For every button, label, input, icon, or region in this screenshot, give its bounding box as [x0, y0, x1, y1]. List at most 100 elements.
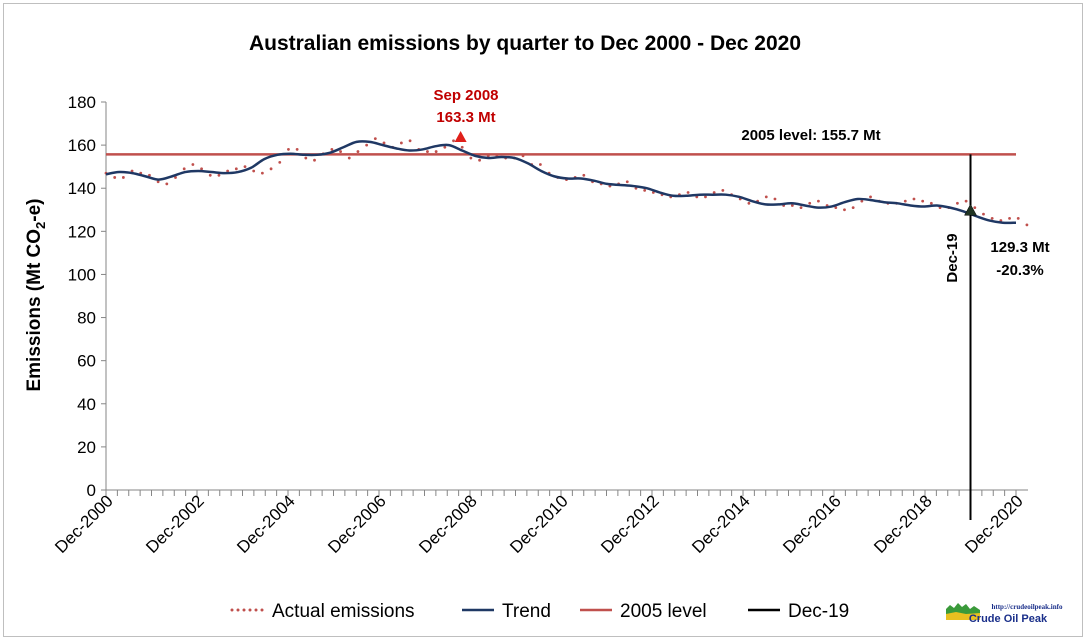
y-tick-label: 80 — [77, 309, 96, 328]
actual-emissions-point — [686, 191, 690, 194]
actual-emissions-point — [712, 191, 716, 194]
legend-swatch-dot — [230, 608, 234, 612]
legend-swatch-dot — [236, 608, 240, 612]
legend-label: Dec-19 — [788, 601, 849, 622]
actual-emissions-point — [929, 201, 933, 205]
actual-emissions-point — [582, 173, 586, 177]
legend: Actual emissions Trend 2005 level Dec-19 — [230, 601, 849, 622]
actual-emissions-point — [764, 195, 768, 199]
legend-label: 2005 level — [620, 601, 707, 622]
peak-annotation-value: 163.3 Mt — [436, 109, 495, 126]
peak-annotation-date: Sep 2008 — [433, 87, 498, 104]
y-axis-label-suffix: -e) — [24, 198, 45, 221]
legend-swatch-dot — [248, 608, 252, 612]
actual-emissions-point — [452, 139, 455, 143]
y-tick-label: 160 — [68, 136, 96, 155]
actual-emissions-point — [869, 195, 872, 199]
crude-oil-peak-logo: http://crudeoilpeak.info Crude Oil Peak — [943, 601, 1063, 625]
actual-emissions-point — [843, 208, 846, 212]
actual-emissions-point — [834, 206, 838, 210]
x-tick-label: Dec-2010 — [506, 491, 572, 557]
y-axis-label-main: Emissions (Mt CO — [24, 229, 45, 392]
actual-emissions-point — [799, 206, 803, 210]
x-tick-label: Dec-2004 — [233, 491, 299, 557]
actual-emissions-point — [252, 169, 256, 173]
actual-emissions-point — [538, 163, 542, 166]
y-axis-label-sub: 2 — [33, 222, 48, 229]
legend-swatch-dot — [242, 608, 246, 612]
actual-emissions-point — [243, 165, 247, 169]
actual-emissions-point — [313, 158, 316, 162]
actual-emissions-point — [200, 167, 203, 171]
y-tick-label: 140 — [68, 179, 96, 198]
legend-label: Trend — [502, 601, 551, 622]
x-tick-label: Dec-2012 — [597, 491, 663, 557]
actual-emissions-point — [903, 199, 907, 203]
actual-emissions-point — [182, 167, 186, 171]
actual-emissions-point — [278, 160, 282, 164]
actual-emissions-point — [156, 180, 160, 184]
actual-emissions-point — [860, 199, 864, 203]
svg-text:Emissions (Mt CO2-e): Emissions (Mt CO2-e) — [24, 198, 48, 391]
actual-emissions-point — [399, 141, 403, 145]
actual-emissions-point — [486, 154, 490, 158]
peak-marker — [454, 130, 467, 142]
actual-emissions-point — [956, 201, 959, 205]
reference-2005-label: 2005 level: 155.7 Mt — [741, 127, 880, 144]
actual-emissions-point — [1016, 217, 1020, 220]
actual-emissions-point — [330, 148, 334, 151]
chart-title: Australian emissions by quarter to Dec 2… — [249, 32, 801, 55]
actual-emissions-point — [208, 173, 212, 177]
actual-emissions-point — [234, 167, 238, 171]
series-actual-emissions — [104, 137, 1029, 227]
actual-emissions-point — [912, 197, 916, 201]
actual-emissions-point — [921, 199, 925, 203]
actual-emissions-point — [295, 148, 299, 151]
current-annotation: 129.3 Mt -20.3% — [964, 203, 1050, 279]
actual-emissions-point — [217, 173, 221, 177]
y-tick-label: 180 — [68, 93, 96, 112]
x-tick-label: Dec-2006 — [324, 491, 390, 557]
actual-emissions-point — [443, 145, 447, 149]
x-tick-label: Dec-2016 — [779, 491, 845, 557]
y-tick-labels: 0 20 40 60 80 100 120 140 160 180 — [68, 93, 96, 500]
actual-emissions-point — [260, 171, 264, 175]
actual-emissions-point — [721, 188, 725, 192]
actual-emissions-point — [1008, 217, 1011, 220]
x-tick-label: Dec-2008 — [415, 491, 481, 557]
actual-emissions-point — [704, 195, 707, 199]
actual-emissions-point — [625, 180, 629, 184]
actual-emissions-point — [426, 150, 429, 153]
chart-frame — [3, 3, 1083, 637]
x-tick-label: Dec-2002 — [142, 491, 208, 557]
actual-emissions-point — [226, 169, 230, 173]
actual-emissions-point — [773, 197, 777, 201]
y-tick-label: 40 — [77, 395, 96, 414]
actual-emissions-point — [1025, 223, 1029, 227]
actual-emissions-point — [269, 167, 273, 171]
actual-emissions-point — [808, 201, 812, 205]
series-trend — [105, 140, 1017, 225]
actual-emissions-point — [478, 158, 481, 162]
actual-emissions-point — [287, 148, 290, 151]
legend-swatch-dot — [260, 608, 264, 612]
actual-emissions-point — [747, 201, 751, 205]
actual-emissions-point — [460, 145, 464, 149]
current-annotation-value: 129.3 Mt — [990, 239, 1049, 256]
current-marker — [964, 203, 977, 216]
axes — [101, 101, 1028, 496]
actual-emissions-point — [191, 163, 195, 166]
logo-name: Crude Oil Peak — [969, 613, 1048, 625]
actual-emissions-point — [365, 143, 369, 147]
y-tick-label: 100 — [68, 265, 96, 284]
actual-emissions-point — [165, 182, 169, 186]
actual-emissions-point — [347, 156, 351, 160]
actual-emissions-point — [304, 156, 308, 160]
legend-swatch-dot — [254, 608, 258, 612]
actual-emissions-point — [990, 217, 994, 220]
actual-emissions-point — [643, 188, 647, 192]
logo-field-icon — [946, 612, 980, 620]
actual-emissions-point — [121, 176, 125, 179]
actual-emissions-point — [982, 212, 985, 216]
